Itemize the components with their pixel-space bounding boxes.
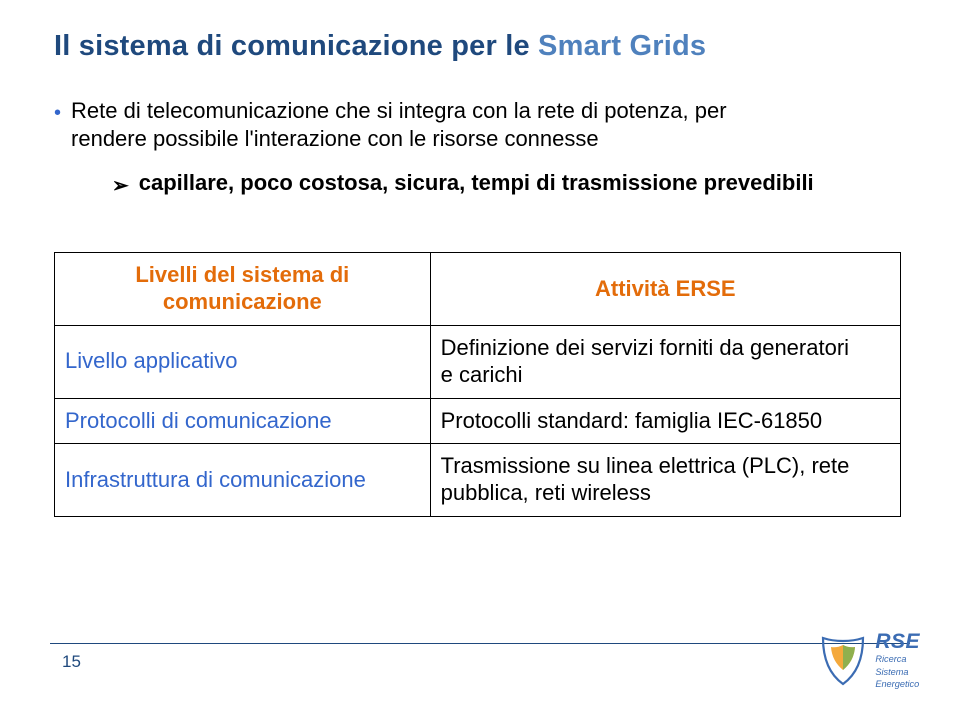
table-row: Infrastruttura di comunicazione Trasmiss… — [55, 444, 901, 517]
logo-sub1: Ricerca — [875, 654, 920, 665]
bullet-text: Rete di telecomunicazione che si integra… — [71, 97, 727, 153]
bullet-item: • Rete di telecomunicazione che si integ… — [54, 97, 920, 153]
arrow-icon: ➢ — [112, 173, 129, 198]
hdr-left-line2: comunicazione — [163, 289, 322, 314]
logo-shield-icon — [817, 636, 869, 686]
footer-divider — [50, 643, 910, 644]
slide-title: Il sistema di comunicazione per le Smart… — [54, 30, 920, 63]
row-value-line2: pubblica, reti wireless — [441, 480, 651, 505]
page-number: 15 — [62, 652, 81, 672]
slide: Il sistema di comunicazione per le Smart… — [0, 0, 960, 702]
sub-bullet-text: capillare, poco costosa, sicura, tempi d… — [139, 169, 814, 197]
logo-acronym: RSE — [875, 631, 920, 652]
rse-logo: RSE Ricerca Sistema Energetico — [817, 631, 920, 690]
logo-text: RSE Ricerca Sistema Energetico — [875, 631, 920, 690]
row-value: Definizione dei servizi forniti da gener… — [430, 325, 900, 398]
sub-bullet-item: ➢ capillare, poco costosa, sicura, tempi… — [112, 169, 920, 198]
row-value-line1: Trasmissione su linea elettrica (PLC), r… — [441, 453, 850, 478]
content-table: Livelli del sistema di comunicazione Att… — [54, 252, 901, 517]
bullet-line2: rendere possibile l'interazione con le r… — [71, 126, 599, 151]
bullet-line1: Rete di telecomunicazione che si integra… — [71, 98, 727, 123]
row-value-line1: Definizione dei servizi forniti da gener… — [441, 335, 849, 360]
table-row: Livello applicativo Definizione dei serv… — [55, 325, 901, 398]
table-header-left: Livelli del sistema di comunicazione — [55, 253, 431, 326]
logo-sub2: Sistema — [875, 667, 920, 678]
sub-bullet-list: ➢ capillare, poco costosa, sicura, tempi… — [112, 169, 920, 198]
row-value: Protocolli standard: famiglia IEC-61850 — [430, 398, 900, 444]
title-part-2: Smart Grids — [538, 30, 706, 62]
title-part-1: Il sistema di comunicazione per le — [54, 30, 538, 62]
row-label: Infrastruttura di comunicazione — [55, 444, 431, 517]
table-header-right: Attività ERSE — [430, 253, 900, 326]
main-bullet-list: • Rete di telecomunicazione che si integ… — [54, 97, 920, 153]
bullet-dot-icon: • — [54, 103, 61, 123]
logo-sub3: Energetico — [875, 679, 920, 690]
table-row: Protocolli di comunicazione Protocolli s… — [55, 398, 901, 444]
hdr-left-line1: Livelli del sistema di — [135, 262, 349, 287]
row-label: Protocolli di comunicazione — [55, 398, 431, 444]
table-header-row: Livelli del sistema di comunicazione Att… — [55, 253, 901, 326]
row-value: Trasmissione su linea elettrica (PLC), r… — [430, 444, 900, 517]
row-label: Livello applicativo — [55, 325, 431, 398]
row-value-line2: e carichi — [441, 362, 523, 387]
